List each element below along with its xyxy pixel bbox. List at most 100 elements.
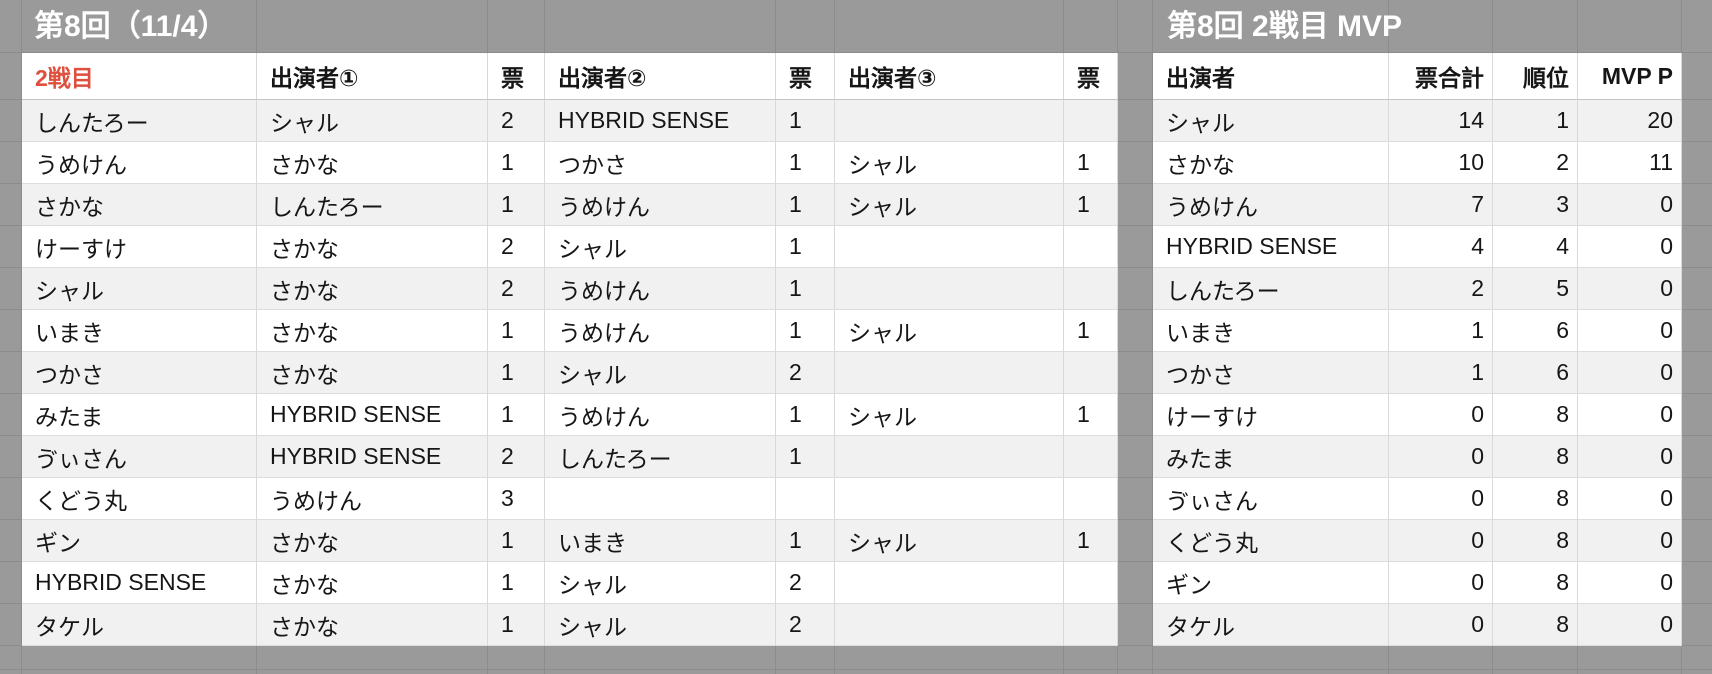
table-cell[interactable]: さかな <box>257 268 488 310</box>
table-cell[interactable] <box>1064 604 1118 646</box>
table-cell[interactable]: 0 <box>1578 394 1682 436</box>
table-cell[interactable]: 0 <box>1578 226 1682 268</box>
table-cell[interactable]: シャル <box>835 394 1064 436</box>
table-cell[interactable] <box>835 604 1064 646</box>
column-header-votes2[interactable]: 票 <box>776 53 835 100</box>
table-cell[interactable]: 1 <box>488 352 545 394</box>
table-cell[interactable]: さかな <box>1153 142 1389 184</box>
table-cell[interactable]: さかな <box>257 142 488 184</box>
table-cell[interactable]: シャル <box>835 142 1064 184</box>
table-cell[interactable]: うめけん <box>545 184 776 226</box>
table-cell[interactable] <box>835 478 1064 520</box>
table-cell[interactable]: シャル <box>835 184 1064 226</box>
table-cell[interactable]: うめけん <box>257 478 488 520</box>
table-cell[interactable]: さかな <box>257 352 488 394</box>
table-cell[interactable]: シャル <box>1153 100 1389 142</box>
table-cell[interactable]: さかな <box>257 520 488 562</box>
table-cell[interactable]: 0 <box>1578 268 1682 310</box>
table-cell[interactable] <box>1064 562 1118 604</box>
table-cell[interactable]: 2 <box>488 268 545 310</box>
table-cell[interactable] <box>835 352 1064 394</box>
table-cell[interactable]: いまき <box>22 310 257 352</box>
table-cell[interactable] <box>1064 352 1118 394</box>
table-cell[interactable]: 20 <box>1578 100 1682 142</box>
table-cell[interactable]: 1 <box>776 520 835 562</box>
table-cell[interactable]: 3 <box>1493 184 1578 226</box>
table-cell[interactable]: 1 <box>776 142 835 184</box>
table-cell[interactable]: シャル <box>545 604 776 646</box>
table-cell[interactable]: シャル <box>835 310 1064 352</box>
table-cell[interactable] <box>1064 100 1118 142</box>
table-cell[interactable]: さかな <box>257 310 488 352</box>
table-cell[interactable]: 0 <box>1389 394 1493 436</box>
table-cell[interactable]: さかな <box>257 604 488 646</box>
table-cell[interactable]: シャル <box>545 226 776 268</box>
table-cell[interactable]: 8 <box>1493 478 1578 520</box>
column-header-vote-total[interactable]: 票合計 <box>1389 53 1493 100</box>
table-cell[interactable]: 0 <box>1389 436 1493 478</box>
table-cell[interactable]: 0 <box>1389 562 1493 604</box>
table-cell[interactable] <box>1064 436 1118 478</box>
table-cell[interactable]: HYBRID SENSE <box>1153 226 1389 268</box>
table-cell[interactable]: みたま <box>1153 436 1389 478</box>
column-header-performer1[interactable]: 出演者① <box>257 53 488 100</box>
table-cell[interactable]: みたま <box>22 394 257 436</box>
column-header-performer[interactable]: 出演者 <box>1153 53 1389 100</box>
table-cell[interactable]: 3 <box>488 478 545 520</box>
table-cell[interactable]: 2 <box>488 100 545 142</box>
table-cell[interactable]: ギン <box>22 520 257 562</box>
table-cell[interactable]: うめけん <box>1153 184 1389 226</box>
table-cell[interactable]: HYBRID SENSE <box>545 100 776 142</box>
table-cell[interactable]: 2 <box>1389 268 1493 310</box>
table-cell[interactable]: 1 <box>1064 310 1118 352</box>
table-cell[interactable]: ゔぃさん <box>22 436 257 478</box>
table-cell[interactable]: 4 <box>1493 226 1578 268</box>
table-cell[interactable]: 1 <box>776 268 835 310</box>
table-cell[interactable]: 0 <box>1578 520 1682 562</box>
table-cell[interactable]: しんたろー <box>257 184 488 226</box>
table-cell[interactable]: くどう丸 <box>1153 520 1389 562</box>
table-cell[interactable]: しんたろー <box>545 436 776 478</box>
table-cell[interactable]: ギン <box>1153 562 1389 604</box>
table-cell[interactable]: つかさ <box>545 142 776 184</box>
table-cell[interactable]: シャル <box>545 562 776 604</box>
table-cell[interactable]: 1 <box>488 184 545 226</box>
table-cell[interactable] <box>1064 226 1118 268</box>
table-cell[interactable] <box>835 100 1064 142</box>
table-cell[interactable] <box>545 478 776 520</box>
table-cell[interactable]: うめけん <box>545 268 776 310</box>
table-cell[interactable]: 0 <box>1578 184 1682 226</box>
table-cell[interactable]: うめけん <box>22 142 257 184</box>
table-cell[interactable]: 1 <box>1064 184 1118 226</box>
table-cell[interactable]: うめけん <box>545 310 776 352</box>
column-header-votes1[interactable]: 票 <box>488 53 545 100</box>
table-cell[interactable]: 0 <box>1578 604 1682 646</box>
table-cell[interactable]: 1 <box>776 184 835 226</box>
table-cell[interactable]: 1 <box>488 604 545 646</box>
table-cell[interactable] <box>1064 268 1118 310</box>
table-cell[interactable]: いまき <box>1153 310 1389 352</box>
table-cell[interactable]: 8 <box>1493 520 1578 562</box>
table-cell[interactable]: 10 <box>1389 142 1493 184</box>
table-cell[interactable]: 2 <box>776 352 835 394</box>
table-cell[interactable]: けーすけ <box>1153 394 1389 436</box>
table-cell[interactable] <box>835 226 1064 268</box>
column-header-mvp-points[interactable]: MVP P <box>1578 53 1682 100</box>
table-cell[interactable]: 1 <box>776 226 835 268</box>
table-cell[interactable]: しんたろー <box>22 100 257 142</box>
table-cell[interactable]: 1 <box>488 520 545 562</box>
table-cell[interactable]: タケル <box>22 604 257 646</box>
table-cell[interactable]: 1 <box>488 310 545 352</box>
table-cell[interactable]: シャル <box>257 100 488 142</box>
table-cell[interactable]: HYBRID SENSE <box>22 562 257 604</box>
table-cell[interactable]: HYBRID SENSE <box>257 394 488 436</box>
table-cell[interactable]: 4 <box>1389 226 1493 268</box>
table-cell[interactable]: 0 <box>1389 520 1493 562</box>
table-cell[interactable] <box>835 268 1064 310</box>
table-cell[interactable]: 0 <box>1578 352 1682 394</box>
table-cell[interactable]: 1 <box>1064 394 1118 436</box>
table-cell[interactable]: つかさ <box>1153 352 1389 394</box>
column-header-performer2[interactable]: 出演者② <box>545 53 776 100</box>
table-cell[interactable]: くどう丸 <box>22 478 257 520</box>
table-cell[interactable]: 8 <box>1493 394 1578 436</box>
